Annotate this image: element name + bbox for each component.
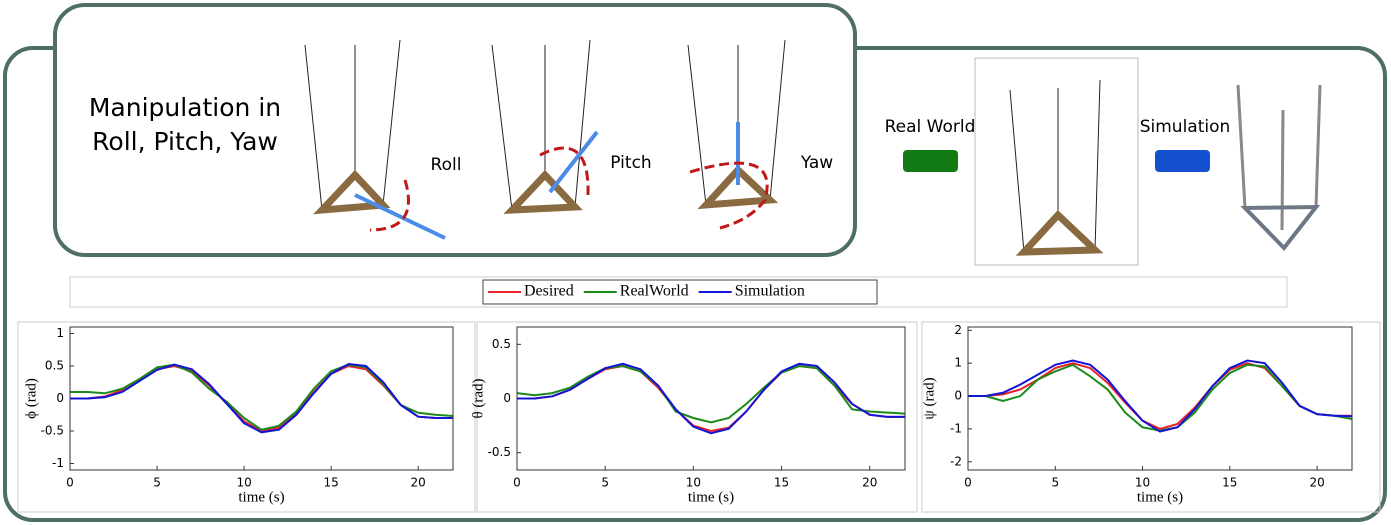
data-line [517,362,905,435]
y-tick-label: 1 [56,326,64,340]
legend-label: Desired [524,283,574,300]
panel-frame [921,321,1381,513]
y-axis-label: θ (rad) [470,378,486,418]
y-tick-label: -2 [950,454,962,468]
data-line [516,364,906,424]
source-label: Simulation [1140,117,1231,137]
motion-label: Roll [431,155,462,175]
motion-label: Yaw [800,153,833,173]
y-tick-label: -0.5 [488,445,511,459]
x-tick-label: 10 [236,476,251,490]
inset-title: Manipulation in [89,93,281,122]
inset-title: Roll, Pitch, Yaw [92,127,278,156]
x-axis-label: time (s) [688,489,734,505]
x-tick-label: 5 [601,476,609,490]
y-tick-label: 0.5 [45,359,64,373]
x-tick-label: 15 [323,476,338,490]
axes-box [967,326,1353,471]
x-tick-label: 15 [774,476,789,490]
y-tick-label: -1 [52,456,64,470]
y-axis-label: ψ (rad) [921,377,937,419]
x-tick-label: 20 [862,476,877,490]
x-tick-label: 20 [411,476,426,490]
x-tick-label: 15 [1222,476,1237,490]
x-tick-label: 20 [1309,476,1324,490]
x-tick-label: 0 [66,476,74,490]
payload-yaw [687,39,786,230]
motion-label: Pitch [610,153,651,173]
source-swatch [1155,150,1210,172]
x-tick-label: 0 [964,476,972,490]
legend-label: RealWorld [620,283,689,300]
x-tick-label: 10 [1135,476,1150,490]
x-tick-label: 10 [686,476,701,490]
data-line [70,363,453,434]
y-tick-label: 0 [56,391,64,405]
illustrations [304,39,1322,266]
x-axis-label: time (s) [1137,489,1183,505]
y-tick-label: 0.5 [492,337,511,351]
y-tick-label: -1 [950,421,962,435]
legend [482,279,878,305]
x-tick-label: 5 [153,476,161,490]
legend-band [69,276,1288,308]
y-tick-label: 0 [503,391,511,405]
source-label: Real World [885,117,976,137]
x-tick-label: 5 [1051,476,1059,490]
source-swatch [903,150,958,172]
x-tick-label: 0 [513,476,521,490]
axes-box [69,326,454,471]
x-axis-label: time (s) [238,489,284,505]
y-tick-label: 1 [954,356,962,370]
inset-frame [53,3,857,257]
data-line [968,359,1353,433]
y-tick-label: 2 [954,323,962,337]
panel-frame [476,321,918,513]
y-tick-label: 0 [954,389,962,403]
payload-pitch [491,39,599,214]
axes-box [516,326,906,471]
y-tick-label: -0.5 [41,424,64,438]
legend-label: Simulation [735,283,805,300]
y-axis-label: ϕ (rad) [23,378,39,419]
panel-frame [17,321,476,513]
payload-roll [304,39,446,240]
